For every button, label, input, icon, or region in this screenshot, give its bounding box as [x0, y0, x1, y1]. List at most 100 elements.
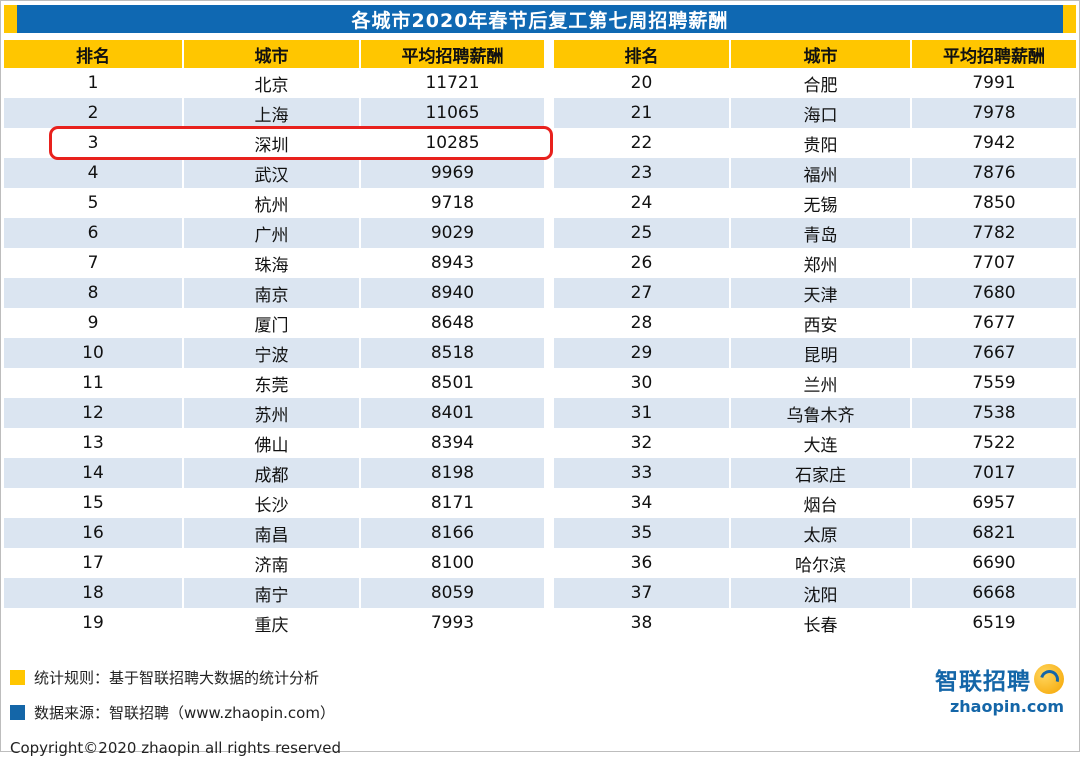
rank-cell: 13	[82, 433, 104, 453]
city-cell: 昆明	[729, 338, 911, 368]
salary-cell: 6690	[910, 548, 1076, 578]
rank-cell: 1	[87, 73, 99, 93]
city-cell: 海口	[729, 98, 911, 128]
salary-cell: 11065	[359, 98, 549, 128]
city-cell: 东莞	[182, 368, 360, 398]
salary-cell: 7850	[910, 188, 1076, 218]
rank-cell: 33	[544, 458, 730, 488]
title-accent-right	[1063, 5, 1076, 33]
table-row: 9 厦门 8648 28 西安 7677	[4, 308, 1076, 338]
table-row: 12 苏州 8401 31 乌鲁木齐 7538	[4, 398, 1076, 428]
salary-cell: 9969	[359, 158, 549, 188]
table-row: 10 宁波 8518 29 昆明 7667	[4, 338, 1076, 368]
column-header: 平均招聘薪酬	[359, 40, 549, 68]
blue-square-icon	[10, 705, 25, 720]
city-cell: 广州	[182, 218, 360, 248]
city-cell: 武汉	[182, 158, 360, 188]
table-header: 排名 城市 平均招聘薪酬 排名 城市 平均招聘薪酬	[4, 40, 1076, 68]
city-cell: 太原	[729, 518, 911, 548]
rank-cell: 36	[544, 548, 730, 578]
salary-cell: 7017	[910, 458, 1076, 488]
city-cell: 青岛	[729, 218, 911, 248]
rank-cell: 7	[87, 253, 99, 273]
rank-cell: 11	[82, 373, 104, 393]
rank-cell: 24	[544, 188, 730, 218]
city-cell: 南京	[182, 278, 360, 308]
salary-cell: 7707	[910, 248, 1076, 278]
salary-cell: 7522	[910, 428, 1076, 458]
salary-cell: 8166	[359, 518, 549, 548]
salary-cell: 6821	[910, 518, 1076, 548]
rank-cell: 20	[544, 68, 730, 98]
city-cell: 乌鲁木齐	[729, 398, 911, 428]
table-row: 14 成都 8198 33 石家庄 7017	[4, 458, 1076, 488]
table-row: 16 南昌 8166 35 太原 6821	[4, 518, 1076, 548]
city-cell: 大连	[729, 428, 911, 458]
rank-cell: 12	[4, 398, 183, 428]
rank-cell: 22	[544, 128, 730, 158]
salary-cell: 9029	[359, 218, 549, 248]
table-row: 7 珠海 8943 26 郑州 7707	[4, 248, 1076, 278]
city-cell: 福州	[729, 158, 911, 188]
table-row: 8 南京 8940 27 天津 7680	[4, 278, 1076, 308]
rank-cell: 3	[87, 133, 99, 153]
rank-cell: 5	[87, 193, 99, 213]
table-row: 2 上海 11065 21 海口 7978	[4, 98, 1076, 128]
legend-item-data-source: 数据来源：智联招聘（www.zhaopin.com）	[10, 702, 335, 723]
salary-cell: 6668	[910, 578, 1076, 608]
rank-cell: 28	[544, 308, 730, 338]
salary-cell: 7993	[359, 608, 549, 638]
table-body: 1 北京 11721 20 合肥 7991 2 上海 11065 21 海口 7978 3 深圳 10285…	[4, 68, 1076, 638]
city-cell: 兰州	[729, 368, 911, 398]
rank-cell: 21	[544, 98, 730, 128]
yellow-square-icon	[10, 670, 25, 685]
rank-cell: 32	[544, 428, 730, 458]
city-cell: 苏州	[182, 398, 360, 428]
rank-cell: 30	[544, 368, 730, 398]
rank-cell: 34	[544, 488, 730, 518]
rank-cell: 27	[544, 278, 730, 308]
salary-cell: 7991	[910, 68, 1076, 98]
city-cell: 长春	[729, 608, 911, 638]
rank-cell: 25	[544, 218, 730, 248]
column-header: 排名	[544, 40, 730, 68]
city-cell: 佛山	[182, 428, 360, 458]
table-row: 4 武汉 9969 23 福州 7876	[4, 158, 1076, 188]
rank-cell: 18	[4, 578, 183, 608]
city-cell: 宁波	[182, 338, 360, 368]
salary-cell: 7782	[910, 218, 1076, 248]
salary-cell: 8518	[359, 338, 549, 368]
salary-cell: 7667	[910, 338, 1076, 368]
city-cell: 长沙	[182, 488, 360, 518]
logo-site-text: zhaopin.com	[949, 697, 1064, 716]
city-cell: 南宁	[182, 578, 360, 608]
legend: 统计规则：基于智联招聘大数据的统计分析 数据来源：智联招聘（www.zhaopi…	[10, 660, 335, 737]
logo-brand-text: 智联招聘	[935, 669, 1031, 695]
legend-text-stat-rule: 统计规则：基于智联招聘大数据的统计分析	[34, 669, 320, 687]
rank-cell: 37	[544, 578, 730, 608]
rank-cell: 26	[544, 248, 730, 278]
salary-cell: 8100	[359, 548, 549, 578]
rank-cell: 2	[4, 98, 183, 128]
rank-cell: 6	[4, 218, 183, 248]
table-row: 17 济南 8100 36 哈尔滨 6690	[4, 548, 1076, 578]
legend-text-data-source: 数据来源：智联招聘（www.zhaopin.com）	[34, 704, 335, 722]
city-cell: 深圳	[182, 128, 360, 158]
page-title: 各城市2020年春节后复工第七周招聘薪酬	[17, 5, 1063, 33]
city-cell: 郑州	[729, 248, 911, 278]
rank-cell: 38	[544, 608, 730, 638]
salary-cell: 8401	[359, 398, 549, 428]
rank-cell: 15	[82, 493, 104, 513]
salary-cell: 6957	[910, 488, 1076, 518]
salary-cell: 8940	[359, 278, 549, 308]
city-cell: 石家庄	[729, 458, 911, 488]
table-row: 11 东莞 8501 30 兰州 7559	[4, 368, 1076, 398]
logo-row: 智联招聘	[935, 662, 1064, 696]
rank-cell: 29	[544, 338, 730, 368]
column-header: 排名	[4, 40, 183, 68]
column-header: 城市	[182, 40, 360, 68]
column-header: 城市	[729, 40, 911, 68]
table-row: 15 长沙 8171 34 烟台 6957	[4, 488, 1076, 518]
city-cell: 西安	[729, 308, 911, 338]
